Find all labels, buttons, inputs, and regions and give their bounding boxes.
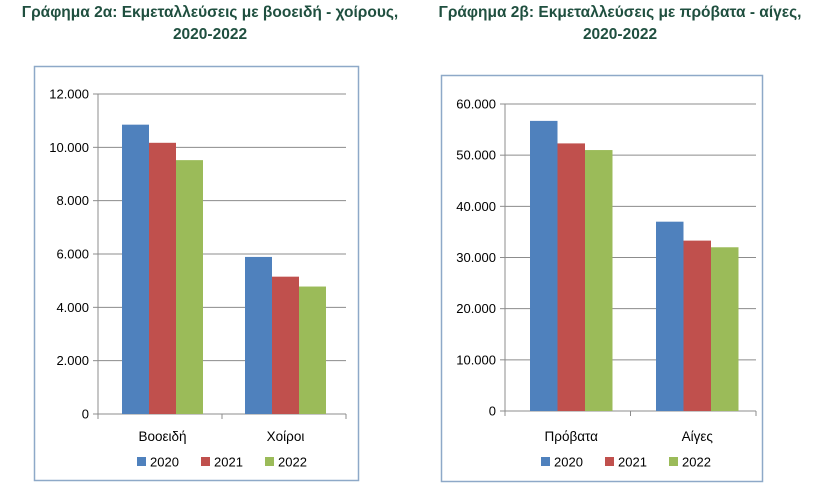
chart-a-y-tick-label: 10.000 [49, 140, 89, 155]
chart-b-bar-2022-1 [711, 247, 739, 411]
chart-b-legend-swatch-2020 [541, 457, 550, 466]
chart-b-title-line-2: 2020-2022 [582, 26, 658, 43]
chart-b-legend-swatch-2022 [669, 457, 678, 466]
chart-b-bar-2021-0 [557, 143, 585, 412]
chart-b-legend-label-2021: 2021 [618, 455, 647, 470]
chart-a-x-tick-label: Βοοειδή [138, 429, 186, 444]
chart-a-title-line-1: Γράφημα 2α: Εκμεταλλεύσεις με βοοειδή - … [21, 4, 399, 21]
chart-b-title: Γράφημα 2β: Εκμεταλλεύσεις με πρόβατα - … [420, 2, 820, 46]
chart-b-bar-2020-0 [530, 120, 558, 411]
chart-b-y-tick-label: 10.000 [456, 352, 496, 367]
chart-b-bar-2022-0 [585, 150, 613, 412]
chart-b-legend-swatch-2021 [605, 457, 614, 466]
chart-b-y-tick-label: 20.000 [456, 301, 496, 316]
chart-a-bar-2021-0 [149, 142, 176, 415]
chart-a-bar-2020-0 [122, 124, 149, 415]
chart-b-bar-2021-1 [683, 240, 711, 411]
chart-a-x-tick-label: Χοίροι [267, 429, 305, 444]
chart-a-title-line-2: 2020-2022 [172, 26, 248, 43]
chart-a-bar-2020-1 [245, 256, 272, 414]
chart-b-x-tick-label: Πρόβατα [545, 429, 599, 444]
chart-b-x-tick-label: Αίγες [682, 429, 714, 444]
chart-b-y-tick-label: 60.000 [456, 97, 496, 112]
chart-a-y-tick-label: 12.000 [49, 87, 89, 102]
chart-b-bar-2020-1 [656, 221, 684, 411]
chart-b-y-tick-label: 30.000 [456, 250, 496, 265]
chart-a-legend-swatch-2022 [265, 457, 274, 466]
chart-a-legend-swatch-2020 [137, 457, 146, 466]
chart-b-y-tick-label: 40.000 [456, 199, 496, 214]
chart-a-bar-2022-0 [176, 160, 203, 414]
chart-b-legend-label-2022: 2022 [682, 455, 711, 470]
chart-b-y-tick-label: 0 [489, 404, 496, 419]
chart-b-title-line-1: Γράφημα 2β: Εκμεταλλεύσεις με πρόβατα - … [438, 4, 802, 21]
chart-a-y-tick-label: 2.000 [56, 353, 89, 368]
chart-a-title: Γράφημα 2α: Εκμεταλλεύσεις με βοοειδή - … [0, 2, 420, 46]
chart-a-y-tick-label: 0 [82, 407, 89, 422]
chart-a-legend-label-2020: 2020 [150, 455, 179, 470]
chart-a-legend-swatch-2021 [201, 457, 210, 466]
chart-a-y-tick-label: 6.000 [56, 247, 89, 262]
chart-a-y-tick-label: 4.000 [56, 300, 89, 315]
chart-a-bar-2022-1 [299, 286, 326, 414]
chart-b-y-tick-label: 50.000 [456, 148, 496, 163]
chart-a-bar-2021-1 [272, 276, 299, 414]
chart-a-legend-label-2021: 2021 [214, 455, 243, 470]
chart-b-legend-label-2020: 2020 [554, 455, 583, 470]
chart-a-legend-label-2022: 2022 [278, 455, 307, 470]
chart-a-y-tick-label: 8.000 [56, 193, 89, 208]
